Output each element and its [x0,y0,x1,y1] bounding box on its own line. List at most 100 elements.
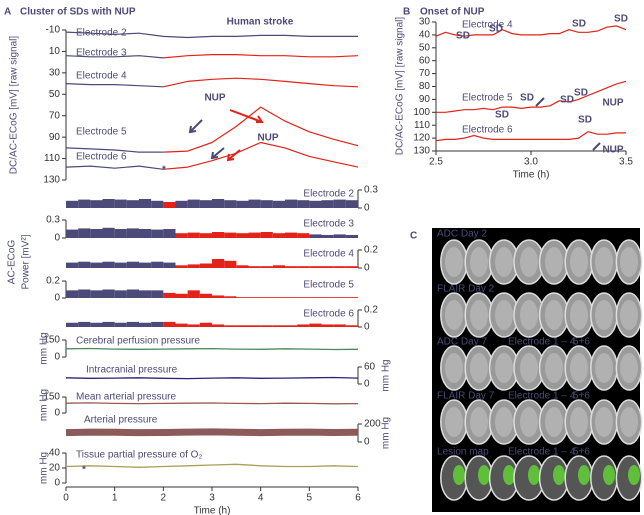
y-tick-label: 70 [49,110,61,121]
power-bar [333,199,346,208]
power-bar [224,200,237,208]
brain-tissue [570,353,588,383]
y-tick-label: 30 [49,67,61,78]
y-tick-label: 0 [364,322,370,333]
y-tick-label: 0.3 [46,215,60,226]
annotation: SD [520,93,534,104]
power-bar [224,232,237,238]
series-label: Electrode 4 [303,249,354,260]
series-label: Electrode 5 [76,127,127,138]
power-bar [151,290,164,298]
brain-tissue [595,407,613,437]
series-label: Electrode 5 [303,280,354,291]
power-bar [90,262,103,268]
chart-title: Onset of NUP [420,7,485,18]
power-bar [345,200,358,208]
sd-trace [163,77,359,88]
annotation: SD [456,31,470,42]
power-bar [66,322,79,327]
annotation: NUP [602,145,623,156]
annotation: * [162,165,166,176]
panel-label: C [410,231,417,242]
power-bar [248,297,261,298]
image-row-label: Lesion map [437,447,489,458]
power-bar [309,234,322,238]
x-tick-label: 6 [355,493,361,504]
power-bar [260,266,273,268]
image-row-label: FLAIR Day 7 [437,391,495,402]
power-bar [248,232,261,238]
annotation: SD [578,115,592,126]
power-bar [333,234,346,238]
y-axis-label: DC/AC-ECoG [mV] [raw signal] [9,36,20,175]
annotation: NUP [204,93,225,104]
power-bar [345,297,358,298]
series-label: Electrode 2 [76,28,127,39]
series-label: Electrode 3 [76,48,127,59]
power-bar [90,200,103,208]
power-bar [114,262,127,268]
y-tick-label: 200 [364,419,381,430]
image-row-label: ADC Day 2 [437,229,487,240]
power-bar [102,199,115,208]
y-tick-label: 40 [49,448,61,459]
brain-tissue [595,247,613,277]
trace [65,347,359,351]
brain-tissue [570,300,588,330]
power-bar [236,200,249,208]
y-tick-label: 120 [413,133,430,144]
power-bar [260,200,273,208]
power-bar [90,290,103,298]
power-bar [175,233,188,238]
series-label: Electrode 4 [76,71,127,82]
brain-tissue [470,353,488,383]
power-bar [126,289,139,298]
arrow [592,142,601,151]
series-label: Electrode 5 [462,93,513,104]
power-bar [236,297,249,298]
y-tick-label: 0.3 [364,185,378,196]
y-tick-label: 70 [419,68,431,79]
brain-tissue [520,247,538,277]
y-tick-label: 0 [364,263,370,274]
y-tick-label: 0 [54,478,60,489]
y-tick-label: 90 [49,132,61,143]
power-bar [248,199,261,208]
power-bar [248,325,261,327]
y-tick-label: 20 [49,463,61,474]
power-bar [285,325,298,327]
x-tick-label: 1 [112,493,118,504]
power-bar [345,235,358,238]
trace [65,376,359,380]
power-bar [212,232,225,238]
annotation: SD [489,24,503,35]
power-bar [212,324,225,327]
series-label: Electrode 6 [462,125,513,136]
power-bar [285,232,298,238]
annotation: NUP [257,133,278,144]
panel-label: A [4,7,11,18]
power-bar [345,325,358,327]
power-bar [236,325,249,327]
arrow [211,147,225,159]
power-bar [126,321,139,327]
y-tick-label: 10 [49,46,61,57]
power-bar [224,296,237,298]
brain-tissue [470,300,488,330]
power-bar [272,297,285,298]
power-bar [139,322,152,327]
power-bar [66,200,79,208]
arrow-head [210,151,219,160]
brain-tissue [620,300,638,330]
unit-label: mm Hg [39,452,50,484]
power-bar [309,266,322,268]
y-tick-label: 110 [414,120,430,131]
electrode-label: Electrode 1 – 4 [508,447,576,458]
series-label: Electrode 6 [76,152,127,163]
power-bar [163,292,176,298]
trace [65,83,164,88]
power-bar [285,199,298,208]
brain-tissue [520,300,538,330]
sd-trace [163,141,359,170]
